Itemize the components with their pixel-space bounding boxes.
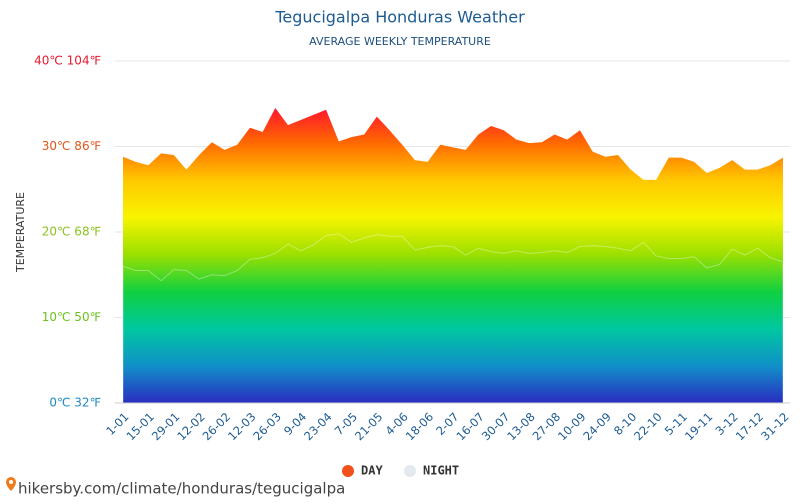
x-tick-label: 13-08 <box>504 410 538 444</box>
legend-marker <box>342 465 354 477</box>
x-tick-label: 10-09 <box>555 410 589 444</box>
chart-title: Tegucigalpa Honduras Weather <box>274 8 525 27</box>
x-tick-label: 26-02 <box>200 410 234 444</box>
legend-marker <box>404 465 416 477</box>
x-tick-label: 21-05 <box>352 410 386 444</box>
legend-item: NIGHT <box>404 464 459 478</box>
x-tick-label: 16-07 <box>453 410 487 444</box>
area-1 <box>122 233 784 404</box>
x-tick-label: 23-04 <box>301 410 335 444</box>
legend-label: DAY <box>361 464 383 478</box>
legend-item: DAY <box>342 464 383 478</box>
x-tick-label: 12-02 <box>174 410 208 444</box>
x-tick-label: 22-10 <box>631 410 665 444</box>
x-tick-label: 24-09 <box>580 410 614 444</box>
x-tick-label: 26-03 <box>250 410 284 444</box>
pin-dot <box>9 480 13 484</box>
x-tick-label: 19-11 <box>682 410 716 444</box>
x-tick-label: 27-08 <box>530 410 564 444</box>
y-tick-label: 30℃ 86℉ <box>42 139 101 153</box>
x-tick-label: 18-06 <box>403 410 437 444</box>
source: hikersby.com/climate/honduras/tegucigalp… <box>6 477 345 498</box>
y-tick-label: 10℃ 50℉ <box>42 310 101 324</box>
y-tick-label: 40℃ 104℉ <box>34 54 101 68</box>
x-tick-label: 31-12 <box>758 410 792 444</box>
x-tick-label: 17-12 <box>733 410 767 444</box>
legend-label: NIGHT <box>423 464 459 478</box>
source-text: hikersby.com/climate/honduras/tegucigalp… <box>18 480 345 498</box>
y-axis-label: TEMPERATURE <box>14 192 27 273</box>
y-tick-label: 20℃ 68℉ <box>42 225 101 239</box>
x-tick-label: 12-03 <box>225 410 259 444</box>
y-tick-label: 0℃ 32℉ <box>49 396 101 410</box>
x-tick-label: 29-01 <box>149 410 183 444</box>
x-tick-label: 30-07 <box>479 410 513 444</box>
x-tick-label: 15-01 <box>123 410 157 444</box>
chart-subtitle: AVERAGE WEEKLY TEMPERATURE <box>309 35 491 48</box>
